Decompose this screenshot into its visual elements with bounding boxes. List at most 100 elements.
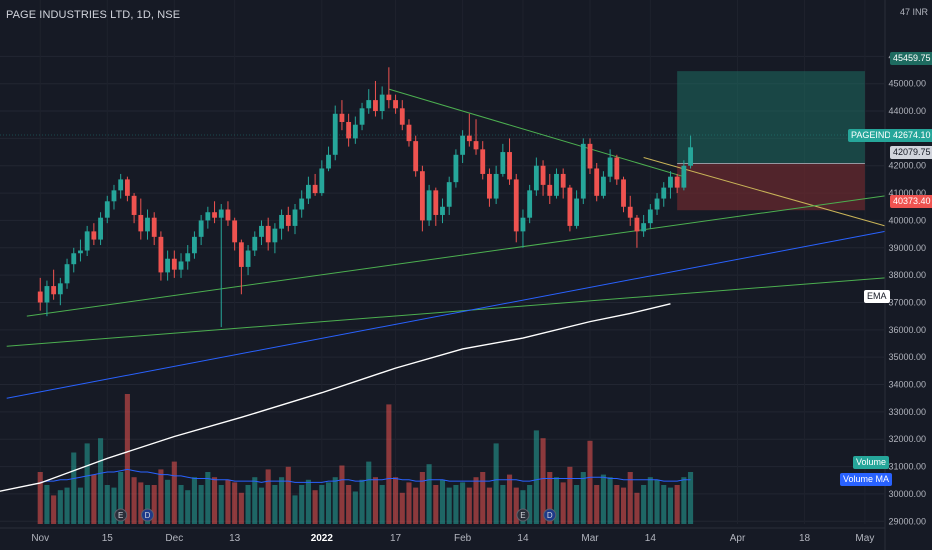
candle-body [426,190,432,221]
trendlines[interactable] [6,88,886,399]
candle-body [326,154,331,169]
volume-bar [225,479,231,524]
volume-bar [292,495,298,524]
x-tick-label: 17 [390,533,402,544]
volume-bar [493,443,499,524]
ema-line [0,303,671,492]
x-tick-label: 13 [229,533,241,544]
candle-body [225,209,231,221]
earnings-marker [114,508,128,522]
chart-title: PAGE INDUSTRIES LTD, 1D, NSE [6,9,181,21]
candle-body [104,201,110,218]
x-tick-label: 14 [645,533,657,544]
candle-body [346,121,352,139]
volume-bar [178,485,184,524]
volume-bar [426,464,432,524]
candle-body [292,209,298,226]
candle-body [165,258,171,273]
candle-body [614,157,620,180]
candle-body [419,171,425,221]
x-tick-label: May [855,533,874,544]
volume-bar [607,477,613,524]
volume-ma-line [40,468,691,483]
volume-bar [51,495,57,524]
candle-body [520,217,526,232]
y-tick-label: 39000.00 [888,243,926,253]
volume-bar [419,472,425,524]
candle-body [668,176,673,188]
candle-body [212,212,217,218]
volume-bar [37,472,43,524]
volume-bar [171,461,177,524]
volume-bar [151,485,157,524]
volume-bar [620,487,627,524]
volume-bar [533,430,539,524]
y-tick-label: 35000.00 [888,352,926,362]
dividend-marker-letter: D [145,511,151,520]
dividend-marker-letter: D [547,511,553,520]
volume-bar [272,485,278,524]
price-axis[interactable]: 46000.0045000.0044000.0043000.0042000.00… [884,0,926,550]
volume-bar [124,394,130,524]
candle-body [91,231,97,240]
symbol-tag: PAGEIND [848,129,894,142]
stop-zone [677,163,865,211]
volume-bar [634,492,640,524]
candle-body [138,214,144,232]
y-tick-label: 33000.00 [888,407,926,417]
volume-bar [352,491,358,524]
candle-body [440,206,445,215]
volume-bar [165,479,171,524]
trendline-lower-ascending [26,195,886,317]
candle-body [339,113,345,122]
candle-body [507,152,512,180]
volume-bar [641,485,647,524]
time-axis[interactable]: Nov 15 Dec 13 2022 17 Feb 14 Mar 14 Apr 18 May [0,527,885,544]
candle-body [57,283,63,295]
volume-bar [91,474,97,524]
candle-body [587,143,593,169]
volume-bar [118,472,124,524]
volume-bar [111,487,117,524]
volume-bar [77,487,84,524]
ema-label: EMA [864,290,890,303]
volume-bar [393,477,399,524]
candle-body [64,264,70,284]
candle-body [406,124,412,142]
volume-bar [325,482,332,524]
volume-bar [312,490,318,524]
candle-body [399,108,405,125]
long-position-tool[interactable] [677,71,865,211]
y-tick-label: 31000.00 [888,462,926,472]
volume-bar [64,487,70,524]
volume-bar [185,490,191,524]
candle-body [674,176,680,188]
candle-body [98,217,103,240]
candle-body [688,147,693,166]
y-tick-label: 38000.00 [888,270,926,280]
candle-body [218,209,224,218]
candle-body [366,100,372,109]
candle-body [607,157,613,177]
candle-body [238,242,244,267]
candle-body [540,165,546,185]
currency-label: 47 INR [899,7,928,17]
candle-body [312,184,318,194]
volume-bar [587,440,593,524]
candle-body [473,141,479,150]
volume-bar [627,472,633,524]
volume-bar [299,485,305,524]
volume-bar [305,479,311,524]
candle-body [285,214,291,226]
candle-body [232,220,238,243]
candle-body [84,231,90,251]
volume-bar [218,485,224,524]
candle-body [453,154,459,183]
candle-body [245,250,251,267]
volume-bar [98,438,104,524]
candle-body [413,141,419,172]
candle-body [51,286,57,295]
x-tick-label: Mar [581,533,599,544]
